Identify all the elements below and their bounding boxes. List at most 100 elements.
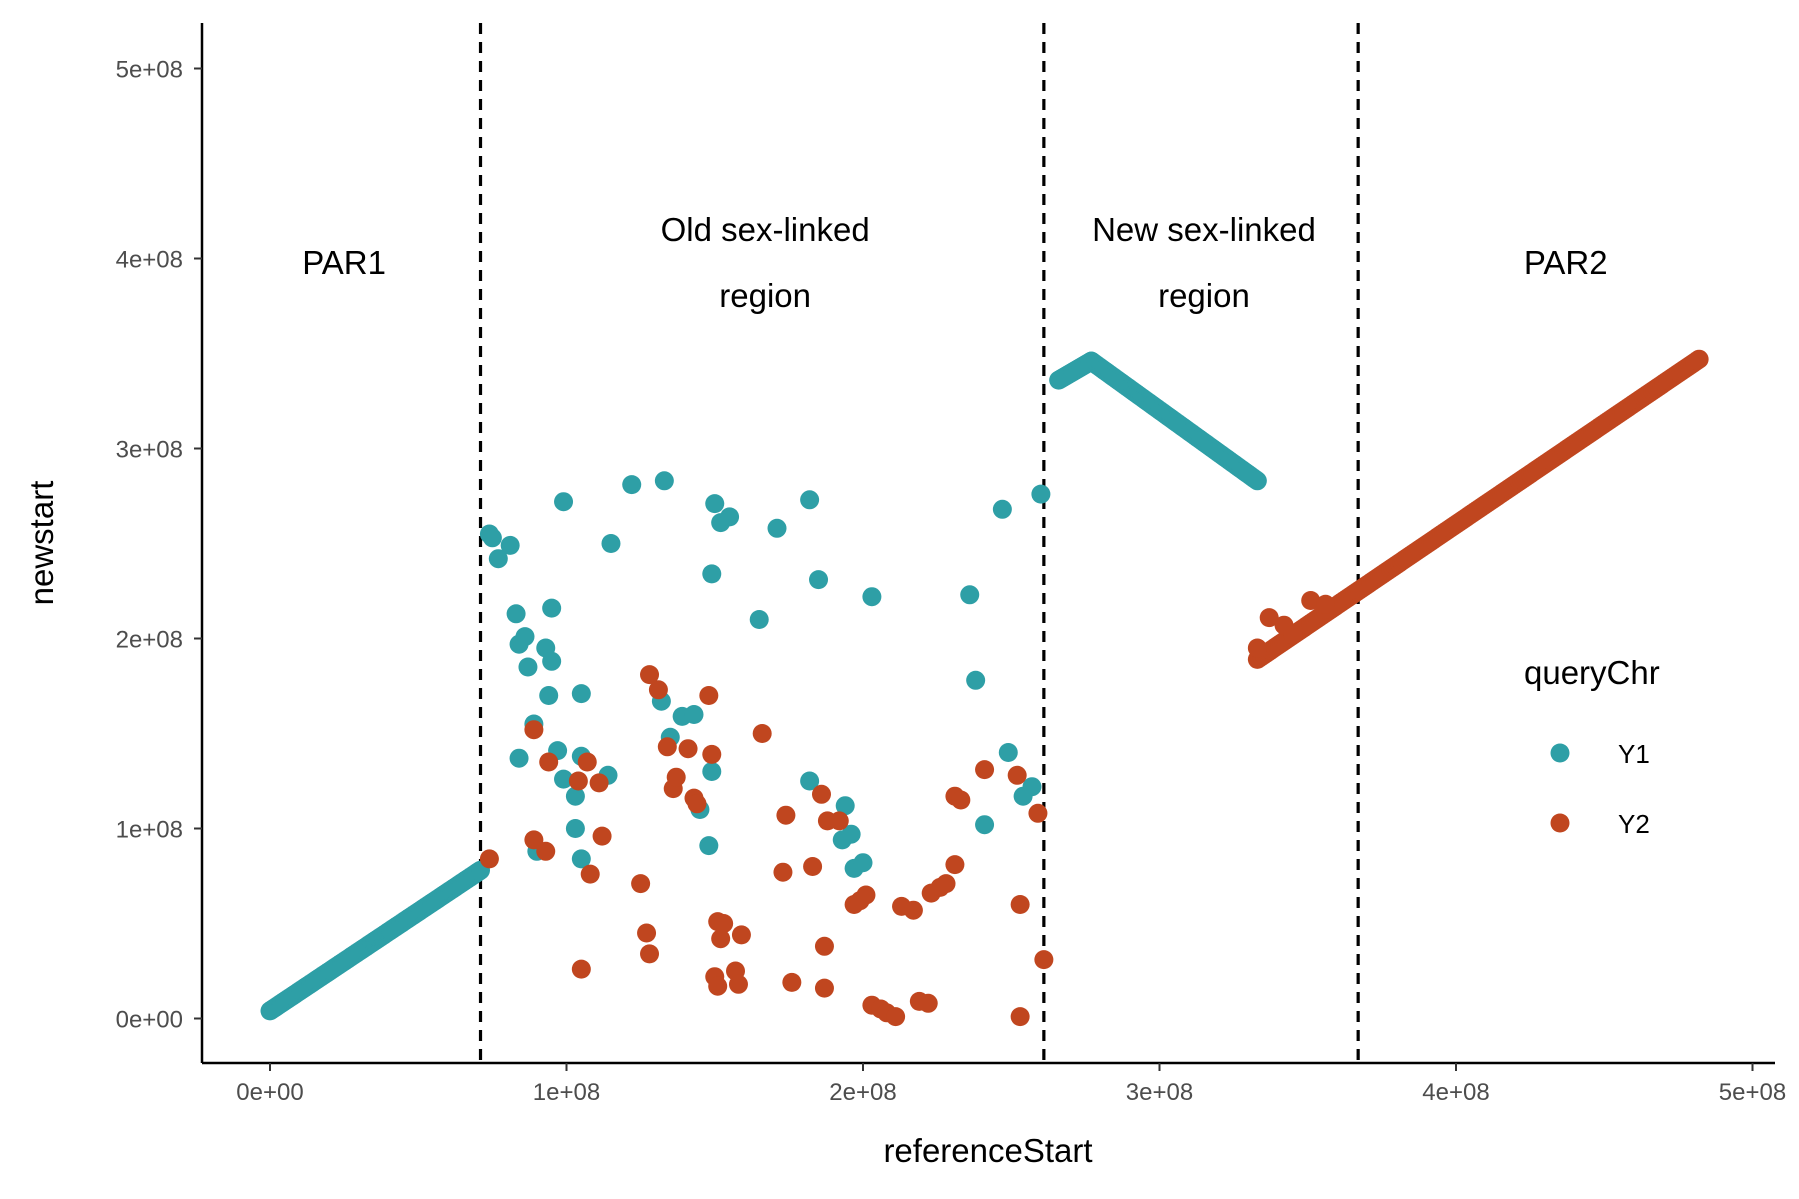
data-point xyxy=(1028,803,1048,823)
data-point xyxy=(565,819,585,838)
data-point xyxy=(542,651,562,671)
x-axis-title: referenceStart xyxy=(883,1132,1092,1169)
legend-key-Y1 xyxy=(1550,743,1570,763)
data-point xyxy=(773,862,793,882)
data-point xyxy=(951,790,971,810)
data-point xyxy=(1031,484,1051,504)
data-point xyxy=(622,475,642,495)
data-point xyxy=(814,978,834,998)
data-point xyxy=(524,720,544,740)
data-point xyxy=(800,490,820,510)
data-point xyxy=(975,760,995,780)
data-point xyxy=(803,857,823,876)
data-point xyxy=(776,805,796,825)
data-point xyxy=(814,936,834,956)
legend-key-Y2 xyxy=(1550,813,1570,833)
data-point xyxy=(554,769,574,789)
data-point xyxy=(554,492,574,512)
data-point xyxy=(488,549,508,569)
data-point xyxy=(684,705,704,724)
data-point xyxy=(714,914,734,933)
region-label: region xyxy=(1158,277,1250,314)
data-point xyxy=(811,784,831,804)
data-point xyxy=(752,724,772,743)
x-tick-label: 4e+08 xyxy=(1422,1079,1489,1106)
y-tick-label: 0e+00 xyxy=(116,1007,183,1034)
data-point xyxy=(637,923,657,943)
data-point xyxy=(936,874,956,894)
data-point xyxy=(856,885,876,905)
data-point xyxy=(640,665,660,685)
data-point xyxy=(589,773,609,793)
data-point xyxy=(711,929,731,949)
series-Y2 xyxy=(479,349,1709,1027)
legend-label: Y1 xyxy=(1618,739,1650,769)
y-tick-label: 5e+08 xyxy=(116,57,183,84)
region-label: New sex-linked xyxy=(1092,211,1316,248)
region-label: Old sex-linked xyxy=(661,211,870,248)
data-point xyxy=(687,794,707,814)
data-point xyxy=(577,752,597,772)
data-point xyxy=(800,771,820,791)
data-point xyxy=(702,564,722,584)
data-point xyxy=(862,587,882,607)
legend-title: queryChr xyxy=(1524,654,1660,691)
data-point xyxy=(966,670,986,690)
data-point xyxy=(835,796,855,816)
x-tick-label: 2e+08 xyxy=(829,1079,896,1106)
data-point xyxy=(720,507,740,527)
data-point xyxy=(500,535,520,555)
y-tick-label: 4e+08 xyxy=(116,247,183,274)
legend-label: Y2 xyxy=(1618,809,1650,839)
data-point xyxy=(580,864,600,884)
x-tick-label: 3e+08 xyxy=(1126,1079,1193,1106)
data-point xyxy=(479,849,499,869)
data-point xyxy=(565,786,585,806)
data-point xyxy=(509,748,529,768)
x-tick-label: 5e+08 xyxy=(1719,1079,1786,1106)
data-point xyxy=(479,524,499,544)
legend: queryChr Y1 Y2 xyxy=(1524,654,1660,839)
data-point xyxy=(568,771,588,791)
axes xyxy=(200,23,1775,1065)
data-point xyxy=(1007,765,1027,785)
region-label: PAR2 xyxy=(1524,244,1608,281)
data-point xyxy=(782,972,802,992)
data-point xyxy=(1689,349,1709,369)
region-labels: PAR1 Old sex-linked region New sex-linked re… xyxy=(302,211,1607,314)
data-point xyxy=(631,874,651,894)
data-point xyxy=(1259,608,1279,628)
data-point xyxy=(678,739,698,759)
y-axis-title: newstart xyxy=(23,481,60,606)
data-point xyxy=(1034,950,1054,970)
data-point xyxy=(1283,625,1303,645)
data-point xyxy=(648,680,668,700)
data-point xyxy=(992,499,1012,519)
region-label: PAR1 xyxy=(302,244,386,281)
data-point xyxy=(592,826,612,846)
data-point xyxy=(1301,591,1321,610)
data-points xyxy=(260,349,1709,1027)
data-point xyxy=(506,604,526,624)
data-point xyxy=(809,570,829,590)
data-point xyxy=(903,900,923,920)
data-point xyxy=(975,815,995,835)
data-point xyxy=(945,855,965,875)
data-point xyxy=(702,762,722,781)
data-point xyxy=(657,737,677,757)
data-point xyxy=(708,976,728,996)
data-point xyxy=(518,657,538,677)
data-point xyxy=(666,767,686,787)
region-boundaries xyxy=(478,23,1360,1063)
data-point xyxy=(918,993,938,1013)
x-tick-label: 0e+00 xyxy=(236,1079,303,1106)
data-point xyxy=(1247,638,1267,658)
data-point xyxy=(539,752,559,772)
y-tick-label: 2e+08 xyxy=(116,627,183,654)
y-tick-label: 1e+08 xyxy=(116,817,183,844)
data-point xyxy=(654,471,674,491)
data-point xyxy=(515,627,535,647)
data-point xyxy=(699,836,719,856)
region-label: region xyxy=(719,277,811,314)
